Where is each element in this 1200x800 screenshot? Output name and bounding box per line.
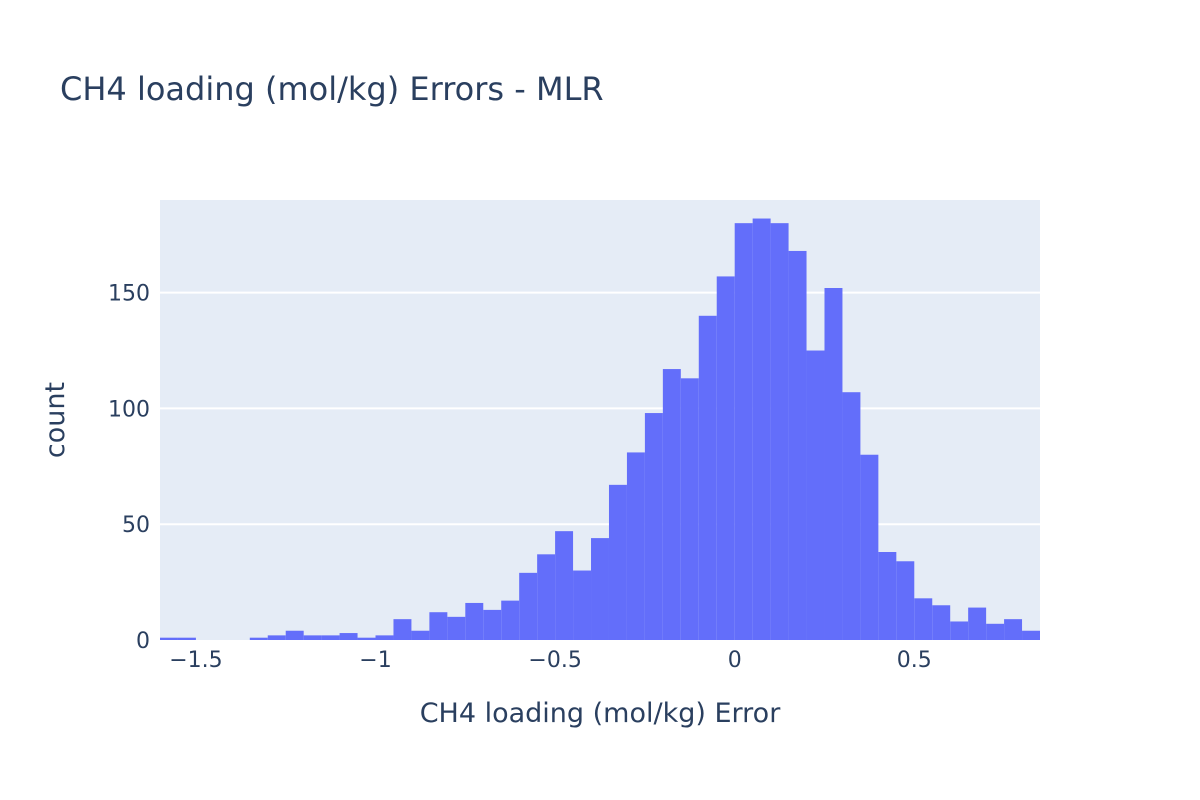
histogram-bar <box>429 612 448 640</box>
histogram-bar <box>788 250 807 640</box>
y-axis-ticks: 0 50 100 150 <box>108 282 150 654</box>
histogram-bar <box>357 637 376 640</box>
histogram-bar <box>824 288 843 640</box>
histogram-bar <box>411 630 430 640</box>
histogram-bar <box>375 635 394 640</box>
histogram-bar <box>501 600 520 640</box>
x-axis-ticks: −1.5 −1 −0.5 0 0.5 <box>169 648 932 673</box>
histogram-bar <box>555 531 574 640</box>
x-tick-label: −1.5 <box>169 648 222 673</box>
histogram-bar <box>285 630 304 640</box>
histogram-bar <box>716 276 735 640</box>
histogram-bar <box>465 602 484 640</box>
x-tick-label: 0 <box>728 648 742 673</box>
histogram-bar <box>842 392 861 640</box>
histogram-bar <box>321 635 340 640</box>
y-tick-label: 50 <box>122 513 150 538</box>
histogram-bar <box>608 484 627 640</box>
histogram-bar <box>950 621 969 640</box>
histogram-bar <box>626 452 645 640</box>
histogram-bar <box>393 619 412 640</box>
histogram-bar <box>932 605 951 640</box>
histogram-bar <box>698 315 717 640</box>
histogram-bar <box>303 635 322 640</box>
y-tick-label: 100 <box>108 397 150 422</box>
histogram-bar <box>644 413 663 640</box>
histogram-bar <box>680 378 699 640</box>
histogram-bar <box>806 350 825 640</box>
grid-lines <box>160 291 1040 526</box>
histogram-bar <box>734 223 753 640</box>
histogram-bar <box>249 637 268 640</box>
histogram-bars <box>160 218 1040 641</box>
y-axis-title: count <box>40 382 71 458</box>
histogram-bar <box>160 637 178 640</box>
x-tick-label: −1 <box>359 648 391 673</box>
histogram-bar <box>914 598 933 640</box>
histogram-bar <box>986 623 1005 640</box>
histogram-bar <box>177 637 196 640</box>
x-tick-label: 0.5 <box>897 648 932 673</box>
histogram-bar <box>591 538 609 640</box>
y-tick-label: 150 <box>108 282 150 307</box>
histogram-bar <box>662 369 681 640</box>
y-tick-label: 0 <box>136 629 150 654</box>
histogram-bar <box>860 454 879 640</box>
histogram-bar <box>447 616 466 640</box>
histogram-bar <box>878 552 897 640</box>
histogram-bar <box>1004 619 1023 640</box>
x-tick-label: −0.5 <box>528 648 581 673</box>
histogram-bar <box>483 609 502 640</box>
histogram-bar <box>752 218 771 641</box>
histogram-bar <box>573 570 592 640</box>
chart-title: CH4 loading (mol/kg) Errors - MLR <box>60 70 604 108</box>
histogram-bar <box>537 554 556 640</box>
histogram-bar <box>1022 630 1040 640</box>
histogram-bar <box>896 561 915 640</box>
histogram-bar <box>339 633 358 640</box>
histogram-bar <box>519 572 538 640</box>
histogram-bar <box>770 223 789 640</box>
histogram-bar <box>968 607 987 640</box>
histogram-bar <box>267 635 286 640</box>
x-axis-title: CH4 loading (mol/kg) Error <box>420 698 782 729</box>
